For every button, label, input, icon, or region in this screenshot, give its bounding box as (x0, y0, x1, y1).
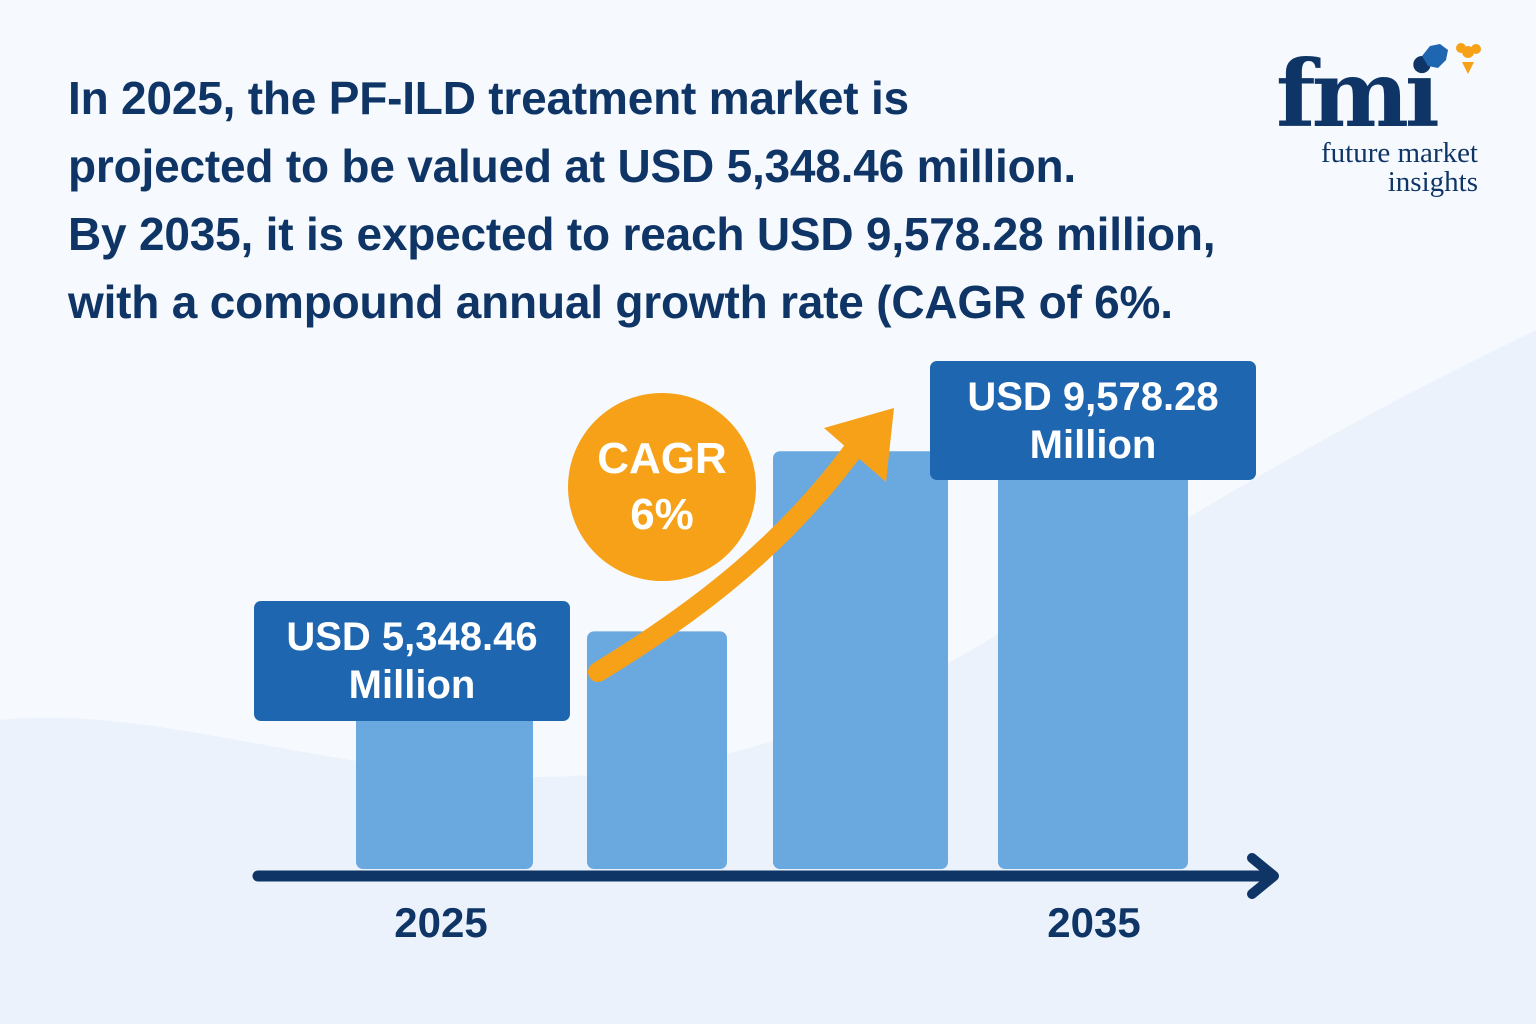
fmi-logo: fmi future market insights (1270, 40, 1500, 200)
x-tick-label-2025: 2025 (394, 899, 488, 946)
headline-line-2: projected to be valued at USD 5,348.46 m… (68, 140, 1077, 192)
logo-text-line-2: insights (1387, 166, 1478, 198)
headline-line-1: In 2025, the PF-ILD treatment market is (68, 72, 909, 124)
logo-text-line-1: future market (1320, 137, 1478, 169)
headline-line-4: with a compound annual growth rate (CAGR… (68, 276, 1173, 328)
growth-arrow-icon (588, 428, 872, 682)
bar-2 (587, 631, 727, 869)
bar-3 (773, 451, 948, 869)
headline: In 2025, the PF-ILD treatment market is … (68, 64, 1216, 336)
start-value-amount: USD 5,348.46 (286, 615, 538, 659)
map-pin-icon (1422, 43, 1481, 74)
logo-mark: fmi (1276, 40, 1440, 148)
bar-4 (998, 380, 1188, 869)
start-value-callout: USD 5,348.46 Million (254, 601, 570, 721)
cagr-value: 6% (630, 490, 694, 539)
bar-1 (356, 685, 533, 869)
headline-line-3: By 2035, it is expected to reach USD 9,5… (68, 208, 1216, 260)
x-axis-arrow-icon (1247, 853, 1279, 899)
end-value-callout: USD 9,578.28 Million (930, 361, 1256, 480)
start-value-unit: Million (348, 663, 476, 707)
cagr-label: CAGR (597, 434, 727, 483)
end-value-amount: USD 9,578.28 (967, 374, 1219, 419)
end-value-unit: Million (1029, 422, 1157, 467)
cagr-badge: CAGR 6% (568, 393, 756, 581)
growth-arrow-head (824, 408, 894, 482)
x-tick-label-2035: 2035 (1047, 899, 1141, 946)
